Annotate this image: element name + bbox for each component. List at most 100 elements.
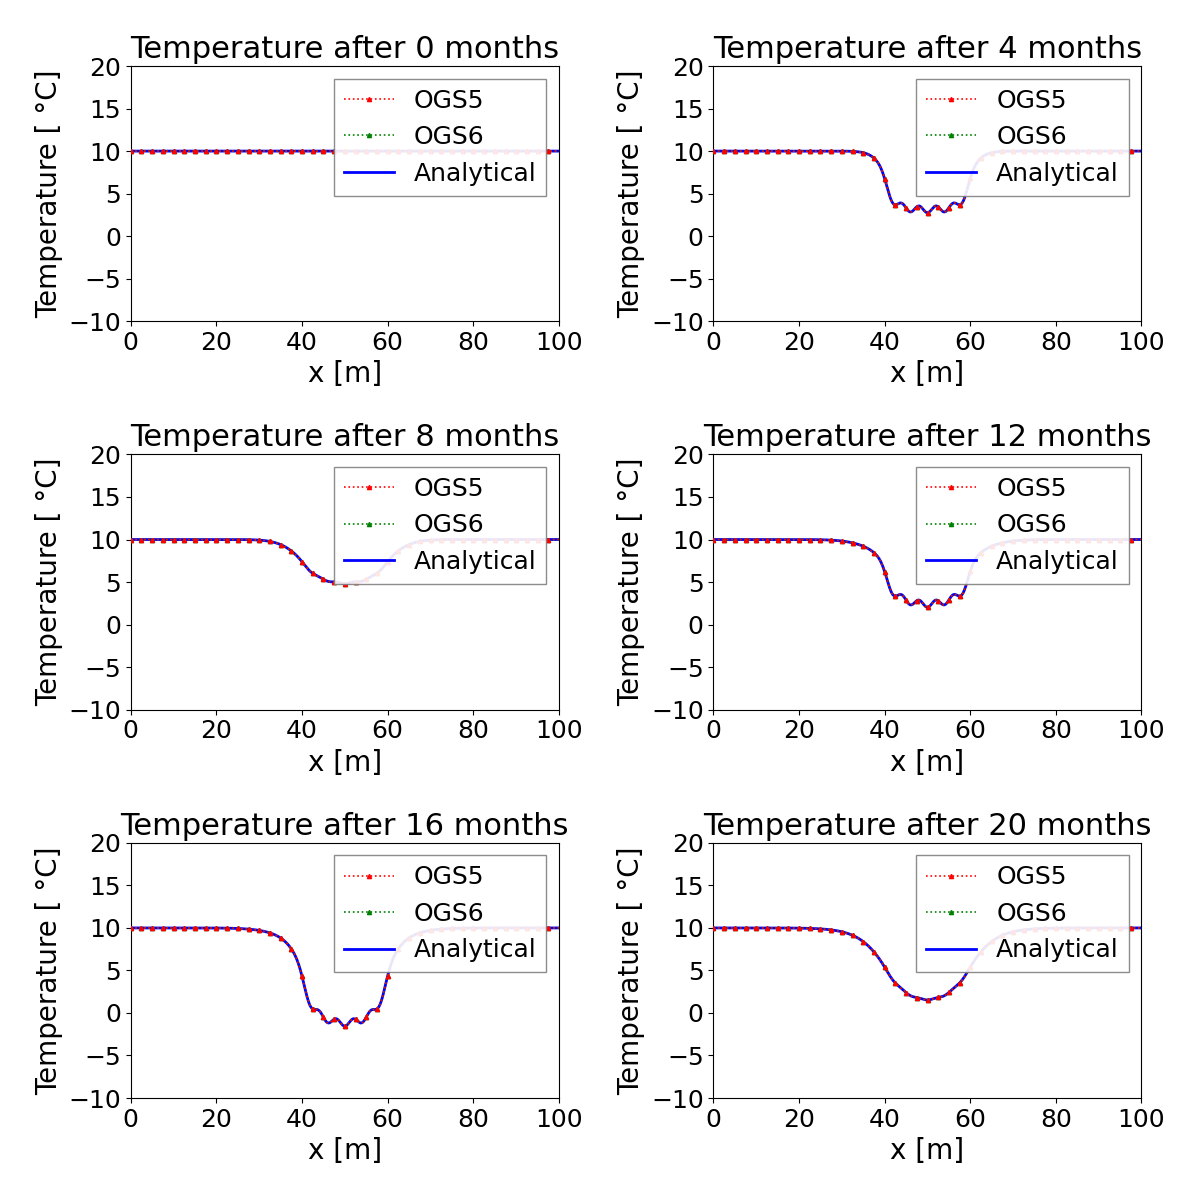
OGS6 — [145, 533, 160, 547]
OGS6 — [728, 533, 743, 547]
Analytical — [1122, 144, 1136, 158]
OGS5 — [1134, 920, 1148, 935]
Line: OGS6: OGS6 — [128, 149, 560, 154]
OGS6 — [920, 992, 935, 1007]
OGS5 — [1134, 533, 1148, 547]
Analytical — [539, 920, 553, 935]
OGS5 — [552, 920, 566, 935]
OGS6 — [539, 533, 553, 547]
Analytical — [1134, 920, 1148, 935]
Line: OGS5: OGS5 — [712, 149, 1144, 215]
Y-axis label: Temperature [ °C]: Temperature [ °C] — [617, 846, 646, 1094]
OGS5 — [1122, 920, 1136, 935]
Analytical — [902, 205, 917, 220]
Analytical — [914, 991, 929, 1006]
Line: Analytical: Analytical — [131, 540, 559, 583]
Analytical — [331, 576, 346, 590]
OGS6 — [902, 989, 917, 1003]
OGS6 — [124, 144, 138, 158]
OGS5 — [145, 533, 160, 547]
OGS6 — [337, 576, 352, 590]
Analytical — [552, 144, 566, 158]
Analytical — [1044, 922, 1058, 936]
OGS5 — [920, 205, 935, 220]
Title: Temperature after 16 months: Temperature after 16 months — [120, 811, 569, 840]
Legend: OGS5, OGS6, Analytical: OGS5, OGS6, Analytical — [917, 856, 1129, 972]
OGS6 — [728, 920, 743, 935]
OGS6 — [1122, 533, 1136, 547]
OGS5 — [728, 920, 743, 935]
OGS6 — [320, 144, 335, 158]
OGS5 — [902, 989, 917, 1003]
OGS5 — [539, 533, 553, 547]
OGS5 — [1122, 920, 1136, 935]
Analytical — [920, 992, 935, 1007]
X-axis label: x [m]: x [m] — [307, 749, 382, 776]
Line: OGS5: OGS5 — [128, 538, 560, 586]
Analytical — [338, 1019, 353, 1033]
OGS6 — [552, 144, 566, 158]
Analytical — [552, 533, 566, 547]
OGS6 — [914, 595, 929, 610]
Line: OGS6: OGS6 — [712, 149, 1144, 215]
Analytical — [124, 144, 138, 158]
OGS6 — [1134, 920, 1148, 935]
OGS5 — [728, 533, 743, 547]
Analytical — [540, 533, 554, 547]
OGS6 — [706, 920, 720, 935]
Analytical — [461, 920, 475, 935]
OGS5 — [124, 533, 138, 547]
OGS5 — [552, 533, 566, 547]
X-axis label: x [m]: x [m] — [890, 1138, 965, 1165]
OGS6 — [320, 1015, 335, 1030]
Analytical — [320, 574, 335, 588]
OGS5 — [145, 144, 160, 158]
OGS6 — [914, 991, 929, 1006]
OGS5 — [540, 533, 554, 547]
OGS6 — [320, 574, 335, 588]
OGS6 — [331, 144, 346, 158]
Analytical — [540, 920, 554, 935]
OGS6 — [1044, 144, 1058, 158]
OGS6 — [124, 533, 138, 547]
Legend: OGS5, OGS6, Analytical: OGS5, OGS6, Analytical — [917, 78, 1129, 196]
Title: Temperature after 4 months: Temperature after 4 months — [713, 35, 1142, 64]
Line: OGS6: OGS6 — [712, 926, 1144, 1002]
OGS5 — [920, 992, 935, 1007]
Line: OGS6: OGS6 — [712, 538, 1144, 610]
Analytical — [914, 595, 929, 610]
OGS5 — [1122, 144, 1136, 158]
OGS6 — [920, 600, 935, 614]
Analytical — [145, 920, 160, 935]
Y-axis label: Temperature [ °C]: Temperature [ °C] — [617, 457, 646, 707]
OGS6 — [920, 205, 935, 220]
Analytical — [539, 533, 553, 547]
Analytical — [539, 144, 553, 158]
Analytical — [914, 200, 929, 215]
Analytical — [706, 533, 720, 547]
OGS5 — [337, 576, 352, 590]
Analytical — [337, 576, 352, 590]
OGS5 — [331, 144, 346, 158]
Line: Analytical: Analytical — [713, 151, 1141, 212]
OGS5 — [552, 144, 566, 158]
OGS6 — [331, 1014, 346, 1028]
OGS5 — [914, 991, 929, 1006]
Analytical — [728, 144, 743, 158]
OGS5 — [902, 205, 917, 220]
Analytical — [1122, 920, 1136, 935]
OGS5 — [539, 920, 553, 935]
Title: Temperature after 0 months: Temperature after 0 months — [131, 35, 559, 64]
Legend: OGS5, OGS6, Analytical: OGS5, OGS6, Analytical — [334, 78, 546, 196]
OGS5 — [1134, 144, 1148, 158]
Analytical — [728, 920, 743, 935]
OGS6 — [1134, 533, 1148, 547]
Analytical — [145, 144, 160, 158]
OGS6 — [728, 144, 743, 158]
Line: OGS5: OGS5 — [712, 538, 1144, 610]
Y-axis label: Temperature [ °C]: Temperature [ °C] — [617, 70, 646, 318]
OGS5 — [706, 144, 720, 158]
OGS5 — [124, 144, 138, 158]
OGS5 — [331, 1014, 346, 1028]
Line: OGS6: OGS6 — [128, 926, 560, 1028]
